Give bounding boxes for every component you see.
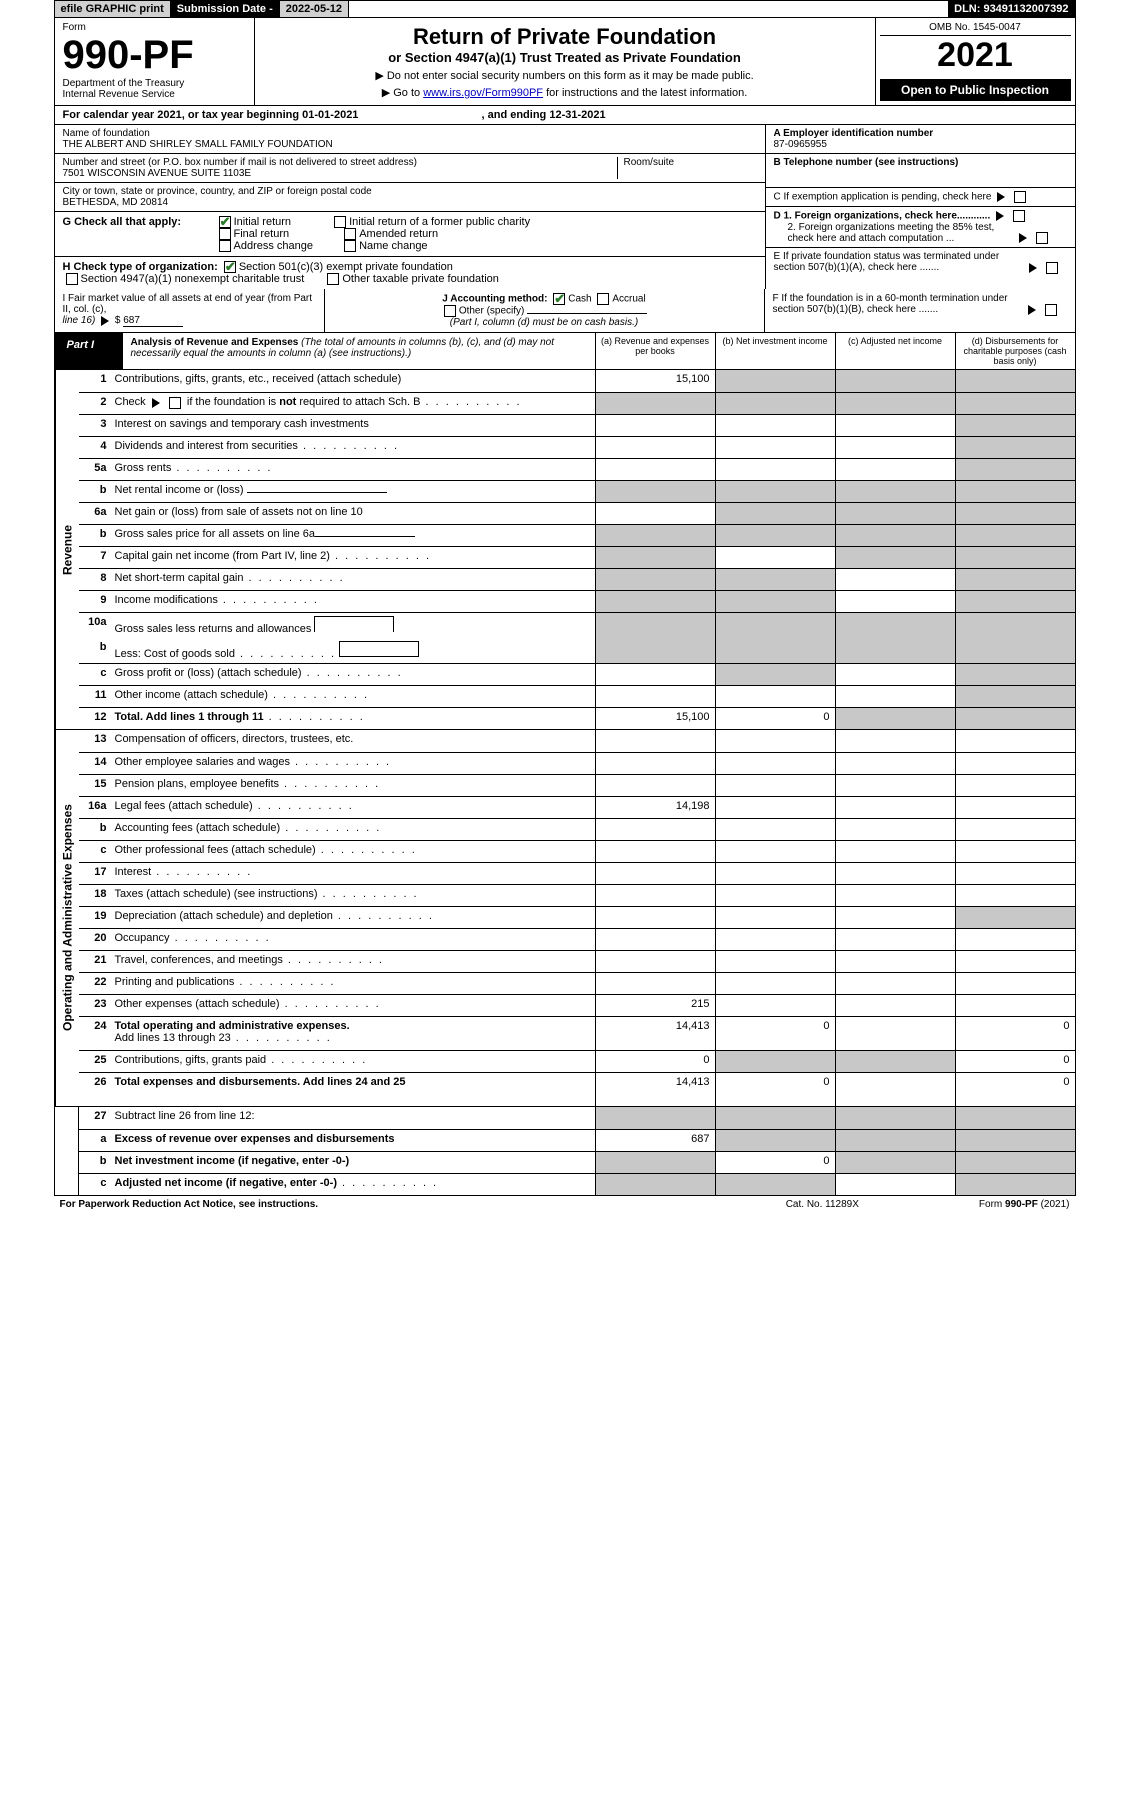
tel-label: B Telephone number (see instructions) [774, 157, 959, 168]
4947a1-checkbox[interactable] [66, 273, 78, 285]
tax-year: 2021 [880, 36, 1071, 75]
efile-label[interactable]: efile GRAPHIC print [55, 1, 171, 17]
addr-label: Number and street (or P.O. box number if… [63, 157, 617, 168]
expenses-label: Operating and Administrative Expenses [55, 730, 79, 1106]
final-return-checkbox[interactable] [219, 228, 231, 240]
bottom-check-row: I Fair market value of all assets at end… [54, 289, 1076, 333]
expenses-section: Operating and Administrative Expenses 13… [54, 730, 1076, 1107]
calendar-year-row: For calendar year 2021, or tax year begi… [54, 106, 1076, 125]
initial-return-checkbox[interactable] [219, 216, 231, 228]
pra-notice: For Paperwork Reduction Act Notice, see … [60, 1199, 319, 1210]
irs-link[interactable]: www.irs.gov/Form990PF [423, 87, 543, 99]
col-a-header: (a) Revenue and expenses per books [595, 333, 715, 369]
submission-label: Submission Date - [171, 1, 280, 17]
form-word: Form [63, 22, 246, 33]
section-e: E If private foundation status was termi… [766, 248, 1075, 276]
irs: Internal Revenue Service [63, 89, 246, 100]
form-ref: Form 990-PF (2021) [979, 1199, 1070, 1210]
other-taxable-checkbox[interactable] [327, 273, 339, 285]
instruction-2: ▶ Go to www.irs.gov/Form990PF for instru… [273, 86, 857, 99]
e-checkbox[interactable] [1046, 262, 1058, 274]
submission-date: 2022-05-12 [280, 1, 349, 17]
initial-former-checkbox[interactable] [334, 216, 346, 228]
other-method-checkbox[interactable] [444, 305, 456, 317]
ein-label: A Employer identification number [774, 128, 934, 139]
street-address: 7501 WISCONSIN AVENUE SUITE 1103E [63, 168, 617, 179]
foundation-name: THE ALBERT AND SHIRLEY SMALL FAMILY FOUN… [63, 139, 757, 150]
arrow-icon [997, 192, 1005, 202]
name-label: Name of foundation [63, 128, 757, 139]
amended-return-checkbox[interactable] [344, 228, 356, 240]
cat-no: Cat. No. 11289X [786, 1199, 859, 1210]
instruction-1: ▶ Do not enter social security numbers o… [273, 69, 857, 82]
section-d: D 1. Foreign organizations, check here..… [766, 207, 1075, 248]
address-change-checkbox[interactable] [219, 240, 231, 252]
501c3-checkbox[interactable] [224, 261, 236, 273]
col-c-header: (c) Adjusted net income [835, 333, 955, 369]
dln: DLN: 93491132007392 [948, 1, 1074, 17]
open-public: Open to Public Inspection [880, 79, 1071, 101]
line27-section: 27Subtract line 26 from line 12: aExcess… [54, 1107, 1076, 1196]
col-d-header: (d) Disbursements for charitable purpose… [955, 333, 1075, 369]
form-number: 990-PF [63, 33, 246, 78]
accrual-checkbox[interactable] [597, 293, 609, 305]
dept: Department of the Treasury [63, 78, 246, 89]
section-g: G Check all that apply: Initial return I… [55, 212, 765, 257]
top-bar: efile GRAPHIC print Submission Date - 20… [54, 0, 1076, 18]
form-header: Form 990-PF Department of the Treasury I… [54, 18, 1076, 106]
section-c: C If exemption application is pending, c… [766, 188, 1075, 207]
d1-checkbox[interactable] [1013, 210, 1025, 222]
omb: OMB No. 1545-0047 [880, 22, 1071, 36]
section-f: F If the foundation is in a 60-month ter… [765, 289, 1075, 332]
d2-checkbox[interactable] [1036, 232, 1048, 244]
c-checkbox[interactable] [1014, 191, 1026, 203]
part1-label: Part I [55, 333, 123, 369]
city-label: City or town, state or province, country… [63, 186, 757, 197]
section-h: H Check type of organization: Section 50… [55, 257, 765, 289]
form-subtitle: or Section 4947(a)(1) Trust Treated as P… [273, 50, 857, 65]
revenue-label: Revenue [55, 370, 79, 729]
info-block: Name of foundation THE ALBERT AND SHIRLE… [54, 125, 1076, 289]
page-footer: For Paperwork Reduction Act Notice, see … [54, 1196, 1076, 1213]
ein-value: 87-0965955 [774, 139, 827, 150]
fmv-value: 687 [123, 315, 183, 327]
form-title: Return of Private Foundation [273, 24, 857, 50]
name-change-checkbox[interactable] [344, 240, 356, 252]
f-checkbox[interactable] [1045, 304, 1057, 316]
schb-checkbox[interactable] [169, 397, 181, 409]
col-b-header: (b) Net investment income [715, 333, 835, 369]
city-state-zip: BETHESDA, MD 20814 [63, 197, 757, 208]
part1-header: Part I Analysis of Revenue and Expenses … [54, 333, 1076, 370]
revenue-section: Revenue 1Contributions, gifts, grants, e… [54, 370, 1076, 730]
cash-checkbox[interactable] [553, 293, 565, 305]
room-suite-label: Room/suite [617, 157, 757, 179]
